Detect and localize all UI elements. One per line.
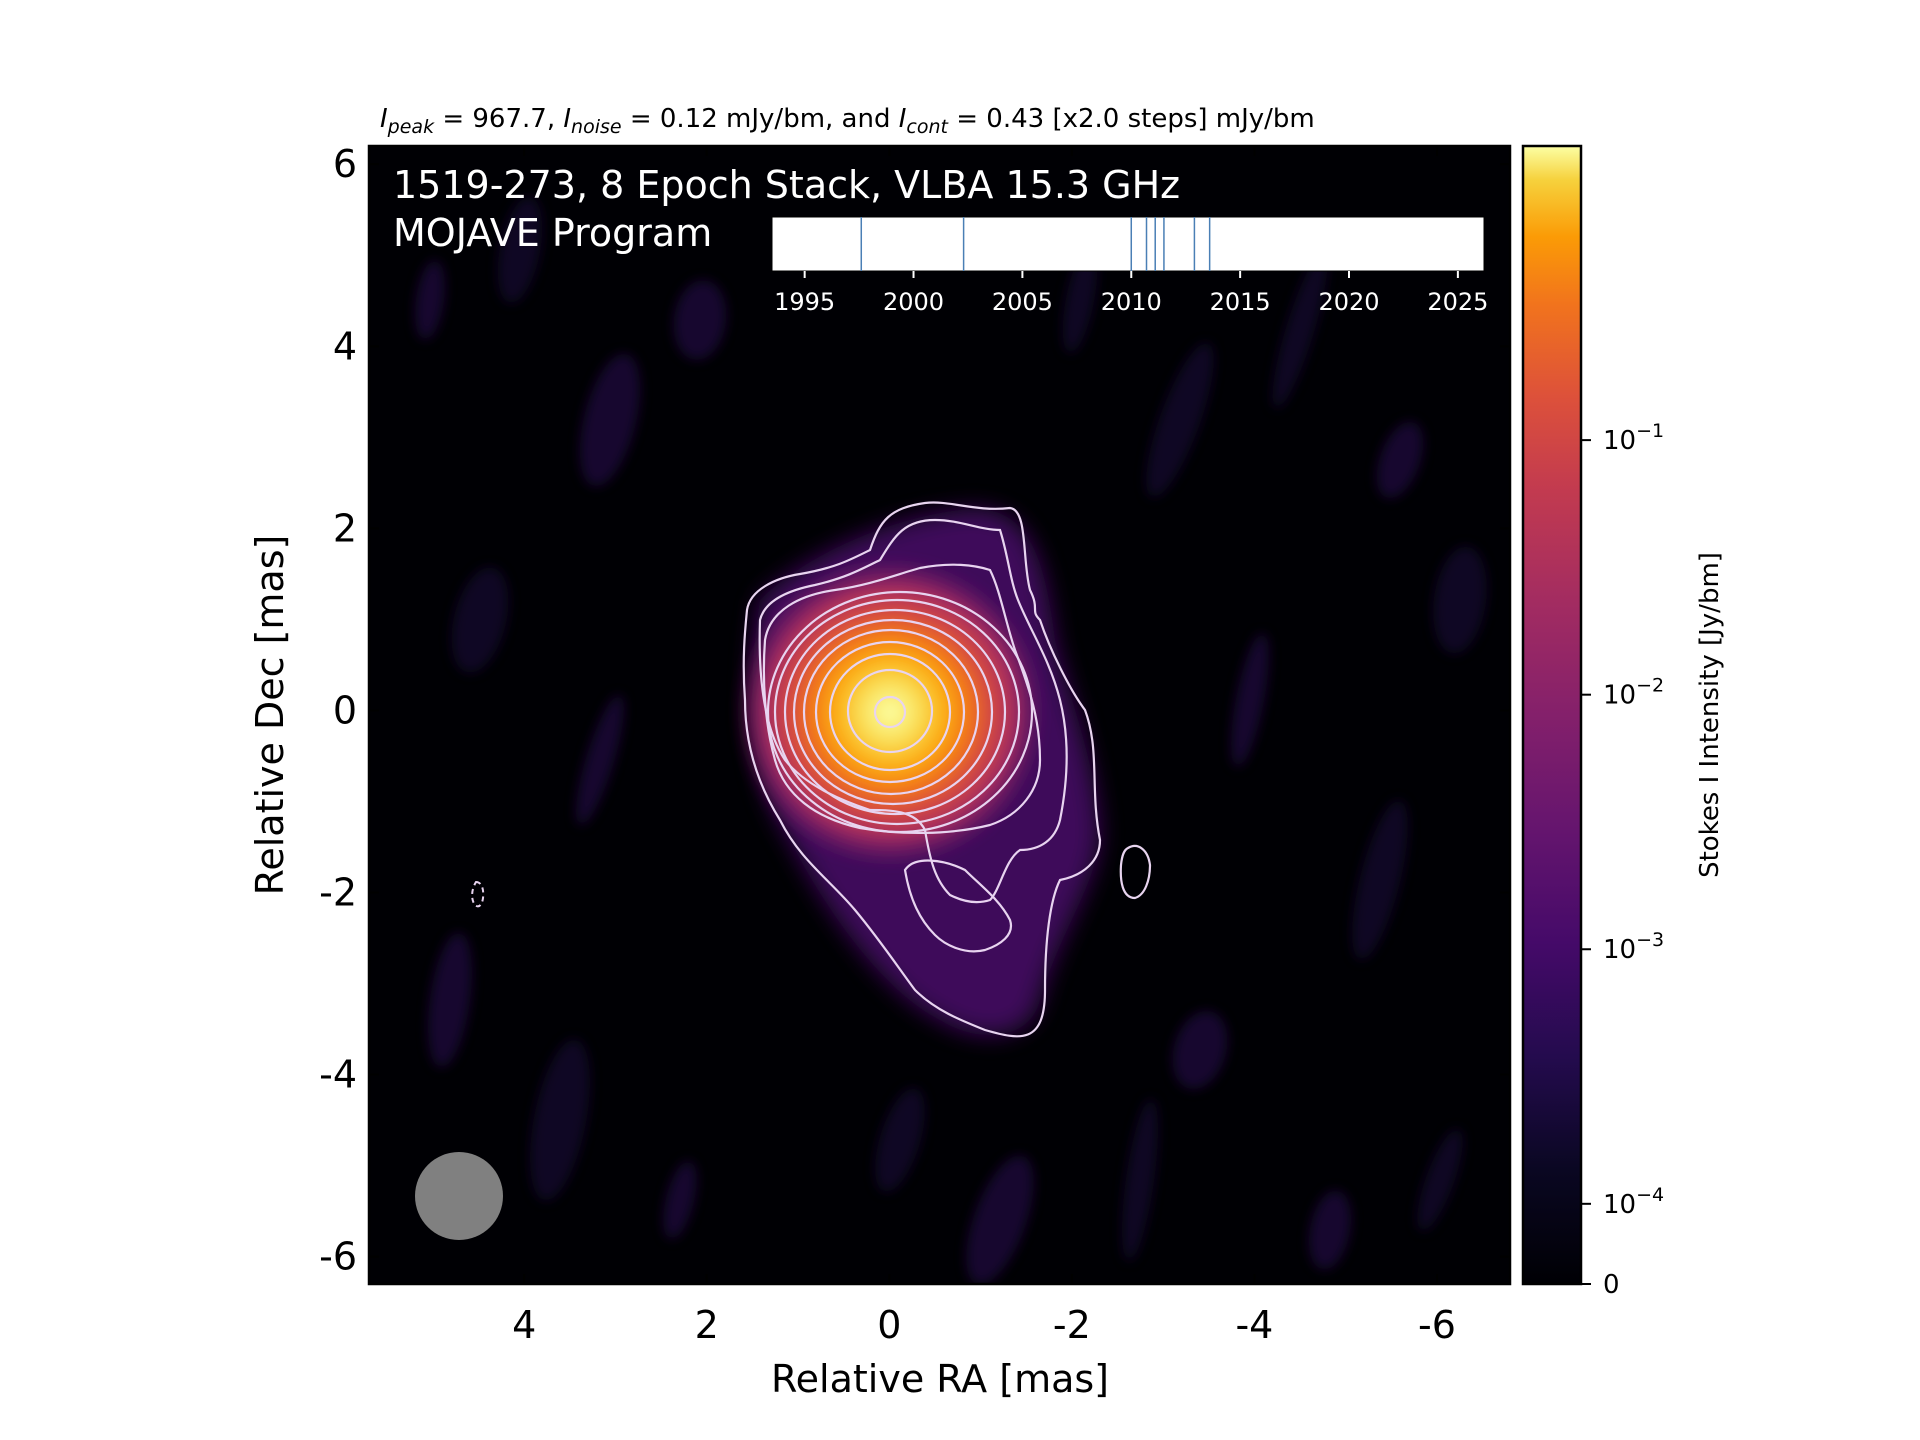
noise-streak — [530, 1039, 590, 1201]
timeline-frame — [771, 216, 1485, 272]
colorbar-tick-label: 10−4 — [1603, 1184, 1664, 1220]
timeline-tick-label: 2000 — [883, 288, 944, 316]
noise-streak — [579, 353, 641, 487]
title-part: = 0.43 [x2.0 steps] mJy/bm — [948, 104, 1315, 134]
noise-streak — [1308, 1190, 1352, 1270]
noise-streak — [1146, 342, 1214, 498]
contour-3 — [762, 563, 1042, 834]
noise-streak — [428, 932, 472, 1068]
colorbar-tick-label: 0 — [1603, 1270, 1620, 1300]
colorbar-label: Stokes I Intensity [Jy/bm] — [1695, 552, 1725, 878]
timeline-tick-label: 2015 — [1210, 288, 1271, 316]
y-tick-label: 0 — [333, 688, 357, 732]
noise-streak — [1352, 800, 1408, 960]
noise-streak — [1231, 633, 1269, 767]
contour-8 — [802, 628, 980, 796]
contour-6 — [783, 608, 1007, 816]
y-tick-label: 2 — [333, 506, 357, 550]
noise-streak — [1172, 1010, 1228, 1090]
colorbar-gradient — [1523, 146, 1581, 1284]
contour-2 — [758, 518, 1068, 904]
title-part: peak — [387, 116, 435, 138]
x-tick-label: 2 — [695, 1303, 719, 1347]
timeline-tick-label: 2025 — [1427, 288, 1488, 316]
title-part: noise — [571, 116, 622, 138]
y-axis-label: Relative Dec [mas] — [248, 535, 292, 896]
colorbar-tick-exponent: −3 — [1636, 929, 1664, 951]
y-tick-label: -6 — [319, 1235, 357, 1279]
contour-7 — [792, 618, 994, 806]
y-axis: 6 4 2 0 -2 -4 -6 — [319, 142, 1510, 1279]
title-part: = 967.7, — [434, 104, 563, 134]
background-noise — [415, 196, 1487, 1284]
y-tick-label: 6 — [333, 142, 357, 186]
program-annotation: MOJAVE Program — [393, 211, 712, 255]
colorbar-tick-exponent: −1 — [1636, 420, 1664, 442]
colorbar-tick-label: 10−2 — [1603, 675, 1664, 711]
x-tick-label: -4 — [1235, 1303, 1273, 1347]
timeline-axis: 1995 2000 2005 2010 2015 2020 2025 — [774, 271, 1488, 316]
colorbar-tick-label: 10−3 — [1603, 929, 1664, 965]
noise-streak — [663, 1161, 697, 1239]
x-tick-label: 4 — [512, 1303, 536, 1347]
noise-streak — [673, 280, 727, 360]
contour-12 — [873, 695, 907, 729]
contour-outer — [742, 501, 1102, 1038]
noise-streak — [1122, 1098, 1158, 1262]
noise-streak — [415, 260, 445, 340]
colorbar-frame — [1521, 144, 1583, 1286]
x-axis-label: Relative RA [mas] — [771, 1357, 1109, 1401]
x-axis: 4 2 0 -2 -4 -6 — [512, 146, 1456, 1347]
timeline-tick-label: 2020 — [1318, 288, 1379, 316]
x-tick-label: -2 — [1053, 1303, 1091, 1347]
y-tick-label: -2 — [319, 871, 357, 915]
y-tick-label: -4 — [319, 1053, 357, 1097]
y-tick-label: 4 — [333, 324, 357, 368]
noise-streak — [1417, 1129, 1463, 1231]
noise-streak — [1433, 546, 1487, 654]
noise-streak — [576, 694, 624, 826]
timeline-tick-label: 2005 — [992, 288, 1053, 316]
contour-4 — [766, 590, 1034, 834]
noise-streak — [1376, 421, 1424, 499]
timeline-tick-label: 1995 — [774, 288, 835, 316]
contour-5 — [773, 598, 1021, 826]
noise-streak — [497, 196, 543, 304]
contour-beam-negative — [471, 880, 485, 908]
timeline-tick-label: 2010 — [1101, 288, 1162, 316]
beam-ellipse — [415, 1152, 503, 1240]
epoch-timeline: 1995 2000 2005 2010 2015 2020 2025 — [771, 216, 1488, 316]
contour-10 — [828, 652, 952, 772]
contour-11 — [846, 668, 934, 754]
image-panel — [369, 146, 1510, 1284]
noise-streak — [875, 1088, 925, 1192]
chart-title: Ipeak = 967.7, Inoise = 0.12 mJy/bm, and… — [380, 104, 1315, 138]
title-part: = 0.12 mJy/bm, and — [622, 104, 899, 134]
contour-set — [471, 501, 1152, 1038]
colorbar-axis: 0 10−4 10−3 10−2 10−1 — [1581, 420, 1664, 1300]
x-tick-label: 0 — [877, 1303, 901, 1347]
noise-streak — [966, 1155, 1034, 1284]
noise-streak — [1272, 251, 1328, 409]
epoch-lines — [860, 217, 1211, 271]
title-part: I — [380, 104, 388, 134]
x-tick-label: -6 — [1418, 1303, 1456, 1347]
contour-9 — [814, 640, 966, 784]
title-part: I — [899, 104, 907, 134]
noise-streak — [451, 567, 509, 673]
title-part: cont — [906, 116, 949, 138]
colorbar: 0 10−4 10−3 10−2 10−1 Stokes I Intensity [Jy… — [1521, 144, 1725, 1300]
title-part: I — [563, 104, 571, 134]
image-frame — [367, 144, 1512, 1286]
colorbar-tick-exponent: −2 — [1636, 675, 1664, 697]
colorbar-tick-label: 10−1 — [1603, 420, 1664, 456]
contour-blob — [1119, 844, 1152, 900]
noise-streak — [1062, 246, 1098, 354]
source-annotation: 1519-273, 8 Epoch Stack, VLBA 15.3 GHz — [393, 163, 1180, 207]
colorbar-tick-exponent: −4 — [1636, 1184, 1664, 1206]
contour-tail — [903, 859, 1013, 953]
